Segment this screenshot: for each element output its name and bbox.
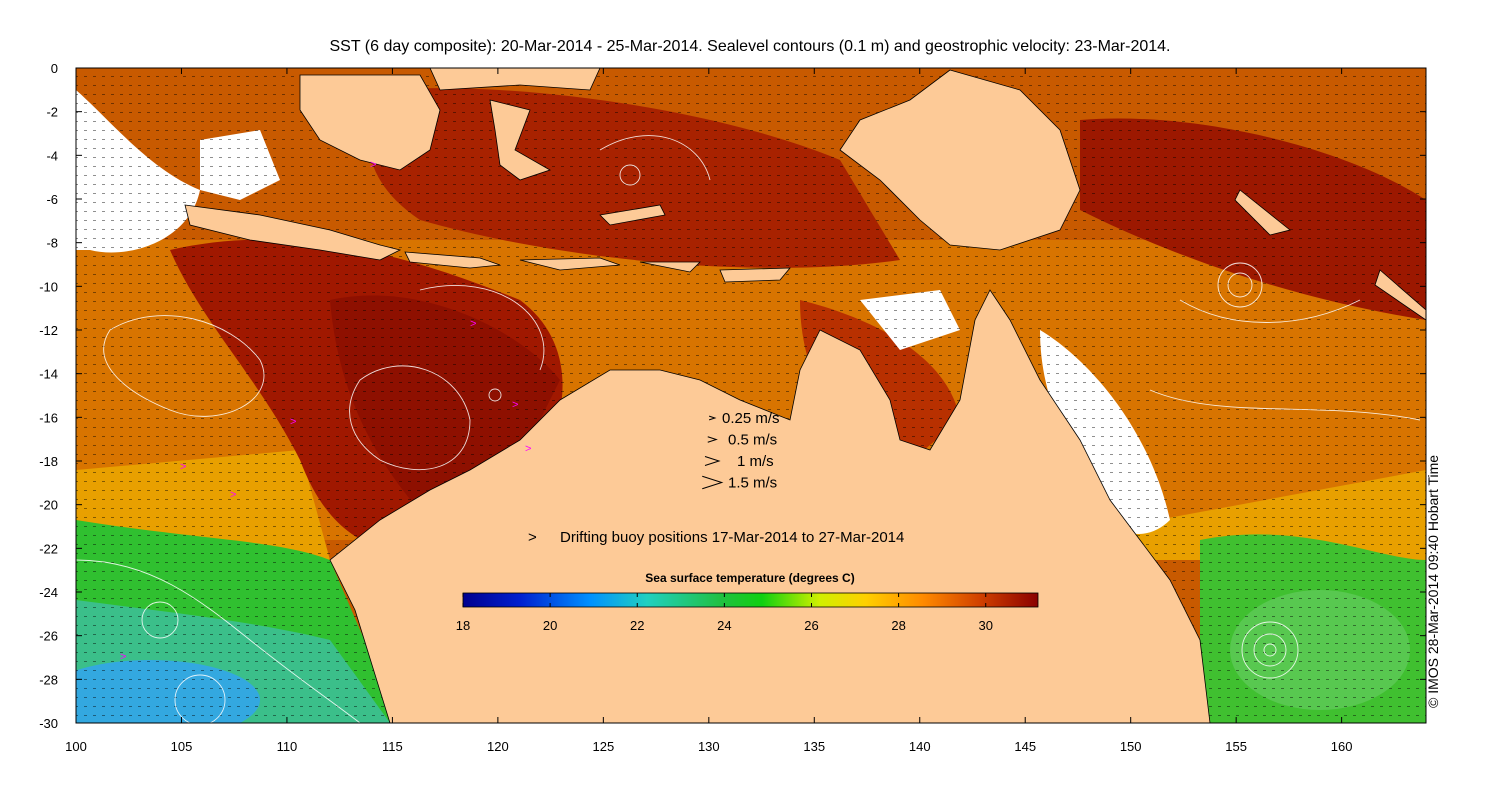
velocity-legend: 0.25 m/s 0.5 m/s 1 m/s 1.5 m/s (702, 410, 780, 492)
y-tick-label: -22 (39, 541, 58, 556)
y-tick-label: -4 (46, 148, 58, 163)
y-tick-label: -18 (39, 454, 58, 469)
svg-text:>: > (290, 416, 296, 428)
plot-frame (75, 67, 1427, 724)
colorbar-title: Sea surface temperature (degrees C) (645, 571, 854, 585)
credit-text: © IMOS 28-Mar-2014 09:40 Hobart Time (1425, 454, 1441, 708)
y-tick-label: -2 (46, 105, 58, 120)
x-tick-label: 120 (487, 739, 509, 754)
x-tick-label: 130 (698, 739, 720, 754)
svg-text:>: > (180, 461, 186, 473)
colorbar-tick-label: 20 (543, 618, 557, 633)
velocity-legend-label: 1.5 m/s (728, 475, 777, 492)
svg-text:>: > (470, 318, 476, 330)
svg-text:>: > (120, 651, 126, 663)
colorbar-tick-label: 22 (630, 618, 644, 633)
colorbar-tick-label: 30 (978, 618, 992, 633)
colorbar-tick-label: 24 (717, 618, 731, 633)
svg-text:>: > (370, 159, 376, 171)
x-tick-label: 135 (803, 739, 825, 754)
x-tick-label: 140 (909, 739, 931, 754)
velocity-legend-arrow (708, 415, 717, 421)
y-tick-label: -10 (39, 279, 58, 294)
x-tick-label: 145 (1014, 739, 1036, 754)
x-tick-label: 150 (1120, 739, 1142, 754)
velocity-legend-arrow (704, 456, 721, 466)
x-tick-label: 105 (171, 739, 193, 754)
sealevel-contours (76, 135, 1421, 723)
y-tick-label: -20 (39, 498, 58, 513)
y-tick-label: -28 (39, 672, 58, 687)
velocity-legend-arrow (702, 475, 724, 490)
x-tick-label: 110 (277, 739, 298, 754)
sst-field: > > > > > > > > (76, 68, 1426, 723)
colorbar-tick-label: 28 (891, 618, 905, 633)
velocity-legend-label: 1 m/s (737, 453, 774, 470)
y-tick-label: -24 (39, 585, 58, 600)
y-tick-label: 0 (51, 61, 58, 76)
map-title: SST (6 day composite): 20-Mar-2014 - 25-… (329, 38, 1171, 55)
y-tick-label: -30 (39, 716, 58, 731)
colorbar-tick-label: 26 (804, 618, 818, 633)
land (184, 68, 1426, 723)
y-tick-label: -8 (46, 236, 58, 251)
x-tick-label: 155 (1225, 739, 1247, 754)
x-tick-label: 125 (592, 739, 614, 754)
y-tick-label: -26 (39, 629, 58, 644)
y-tick-label: -16 (39, 410, 58, 425)
svg-text:>: > (512, 399, 518, 411)
velocity-legend-label: 0.25 m/s (722, 410, 780, 427)
y-axis: 0 -2 -4 -6 -8 -10 -12 -14 -16 -18 -20 -22 -24 -26 -28 -… (39, 61, 1426, 731)
svg-text:>: > (525, 443, 531, 455)
y-tick-label: -14 (39, 367, 58, 382)
x-tick-label: 100 (65, 739, 87, 754)
buoy-legend-label: Drifting buoy positions 17-Mar-2014 to 2… (560, 529, 904, 546)
colorbar (462, 592, 1039, 608)
y-tick-label: -12 (39, 323, 58, 338)
velocity-legend-arrow (707, 436, 718, 443)
buoy-legend-symbol: > (528, 529, 537, 546)
buoy-markers: > > > > > > > > (120, 159, 531, 663)
colorbar-tick-label: 18 (456, 618, 470, 633)
x-axis: 100 105 110 115 120 125 130 135 140 145 150 155 160 (65, 68, 1352, 754)
x-tick-label: 115 (382, 739, 403, 754)
svg-text:>: > (230, 489, 236, 501)
y-tick-label: -6 (46, 192, 58, 207)
colorbar-ticks: 18 20 22 24 26 28 30 (456, 593, 993, 633)
x-tick-label: 160 (1331, 739, 1353, 754)
velocity-legend-label: 0.5 m/s (728, 432, 777, 449)
